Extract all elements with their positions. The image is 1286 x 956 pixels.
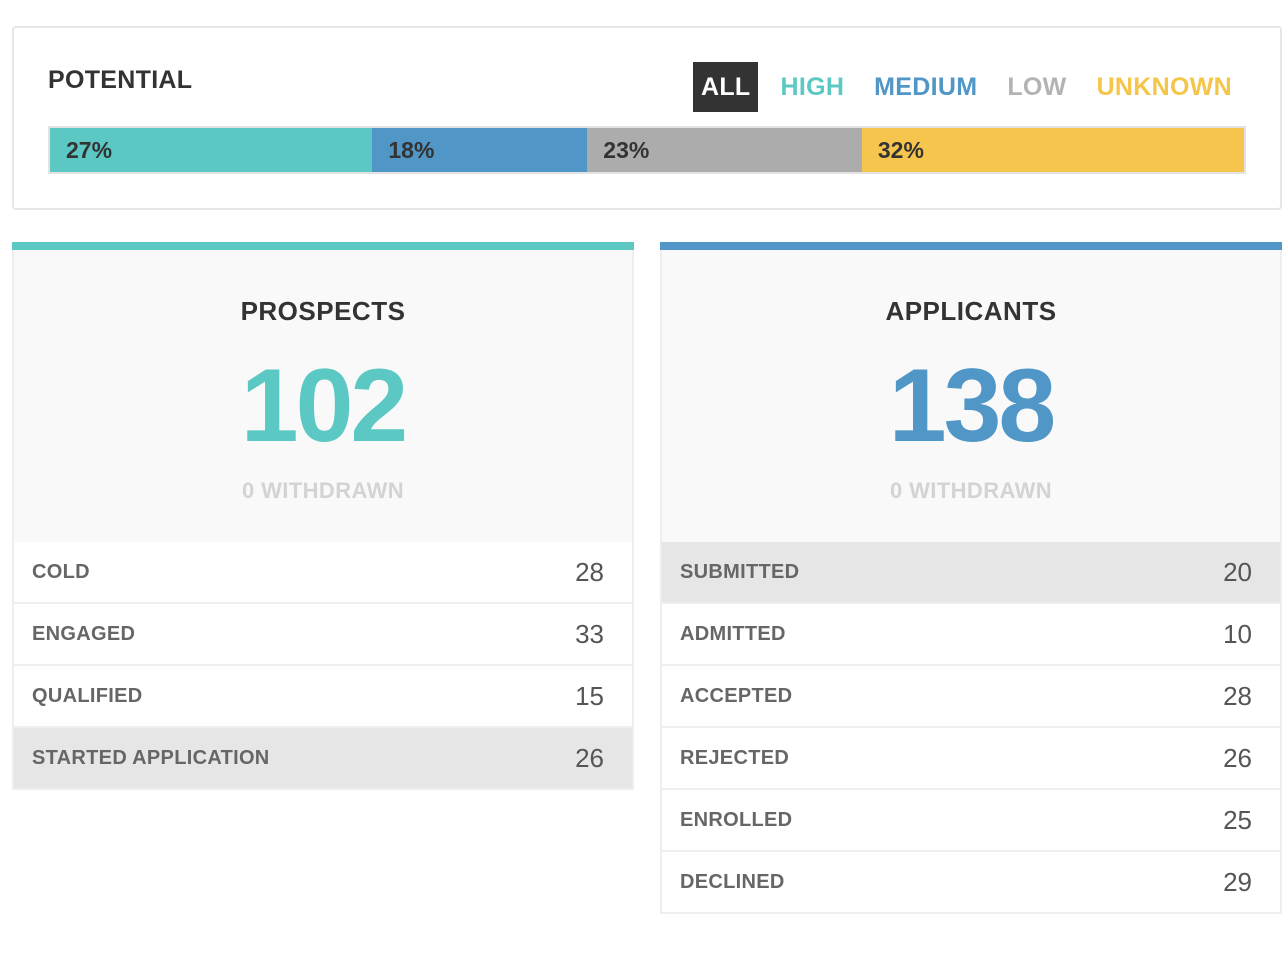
- row-count: 33: [575, 618, 604, 649]
- row-count: 28: [575, 556, 604, 587]
- row-count: 26: [575, 742, 604, 773]
- row-count: 10: [1223, 618, 1252, 649]
- prospects-row-qualified[interactable]: QUALIFIED 15: [14, 666, 632, 728]
- potential-bar-segment: 18%: [372, 128, 588, 172]
- potential-card: POTENTIAL ALL HIGH MEDIUM LOW UNKNOWN 27% 18%…: [12, 26, 1282, 210]
- applicants-title: APPLICANTS: [885, 296, 1057, 326]
- filter-all[interactable]: ALL: [692, 62, 759, 112]
- filter-medium[interactable]: MEDIUM: [874, 73, 978, 101]
- applicants-row-enrolled[interactable]: ENROLLED 25: [662, 790, 1280, 852]
- potential-bar: 27% 18% 23% 32%: [48, 126, 1246, 174]
- applicants-panel: APPLICANTS 138 0 WITHDRAWN SUBMITTED 20 AD…: [660, 242, 1282, 914]
- applicants-withdrawn: 0 WITHDRAWN: [889, 478, 1053, 503]
- row-count: 26: [1223, 742, 1252, 773]
- applicants-header: APPLICANTS 138 0 WITHDRAWN: [660, 250, 1282, 542]
- applicants-row-submitted[interactable]: SUBMITTED 20: [662, 542, 1280, 604]
- potential-bar-segment: 32%: [861, 128, 1244, 172]
- row-count: 28: [1223, 680, 1252, 711]
- row-count: 29: [1223, 866, 1252, 897]
- filter-high[interactable]: HIGH: [780, 73, 845, 101]
- row-label: DECLINED: [680, 870, 785, 893]
- prospects-row-started-application[interactable]: STARTED APPLICATION 26: [14, 728, 632, 790]
- applicants-accent-line: [660, 242, 1282, 250]
- row-label: REJECTED: [680, 746, 790, 769]
- row-label: QUALIFIED: [32, 684, 143, 707]
- potential-bar-segment: 23%: [587, 128, 862, 172]
- row-count: 25: [1223, 804, 1252, 835]
- row-label: COLD: [32, 560, 90, 583]
- row-count: 20: [1223, 556, 1252, 587]
- row-label: SUBMITTED: [680, 560, 800, 583]
- applicants-row-rejected[interactable]: REJECTED 26: [662, 728, 1280, 790]
- prospects-header: PROSPECTS 102 0 WITHDRAWN: [12, 250, 634, 542]
- applicants-count: 138: [888, 348, 1057, 464]
- row-label: ENROLLED: [680, 808, 793, 831]
- potential-bar-segment: 27%: [50, 128, 373, 172]
- applicants-status-list: SUBMITTED 20 ADMITTED 10 ACCEPTED 28 REJECTED 2…: [660, 542, 1282, 914]
- row-label: ACCEPTED: [680, 684, 793, 707]
- row-count: 15: [575, 680, 604, 711]
- prospects-row-cold[interactable]: COLD 28: [14, 542, 632, 604]
- row-label: STARTED APPLICATION: [32, 746, 270, 769]
- applicants-row-admitted[interactable]: ADMITTED 10: [662, 604, 1280, 666]
- filter-unknown[interactable]: UNKNOWN: [1096, 73, 1232, 101]
- row-label: ADMITTED: [680, 622, 786, 645]
- prospects-count: 102: [240, 348, 409, 464]
- potential-title: POTENTIAL: [48, 66, 193, 94]
- prospects-status-list: COLD 28 ENGAGED 33 QUALIFIED 15 STARTED APPLIC…: [12, 542, 634, 790]
- applicants-row-declined[interactable]: DECLINED 29: [662, 852, 1280, 914]
- prospects-withdrawn: 0 WITHDRAWN: [241, 478, 405, 503]
- applicants-row-accepted[interactable]: ACCEPTED 28: [662, 666, 1280, 728]
- potential-filters: ALL HIGH MEDIUM LOW UNKNOWN: [679, 62, 1240, 112]
- prospects-title: PROSPECTS: [240, 296, 406, 326]
- filter-low[interactable]: LOW: [1007, 73, 1067, 101]
- prospects-row-engaged[interactable]: ENGAGED 33: [14, 604, 632, 666]
- prospects-panel: PROSPECTS 102 0 WITHDRAWN COLD 28 ENGAGED 3…: [12, 242, 634, 790]
- row-label: ENGAGED: [32, 622, 136, 645]
- prospects-accent-line: [12, 242, 634, 250]
